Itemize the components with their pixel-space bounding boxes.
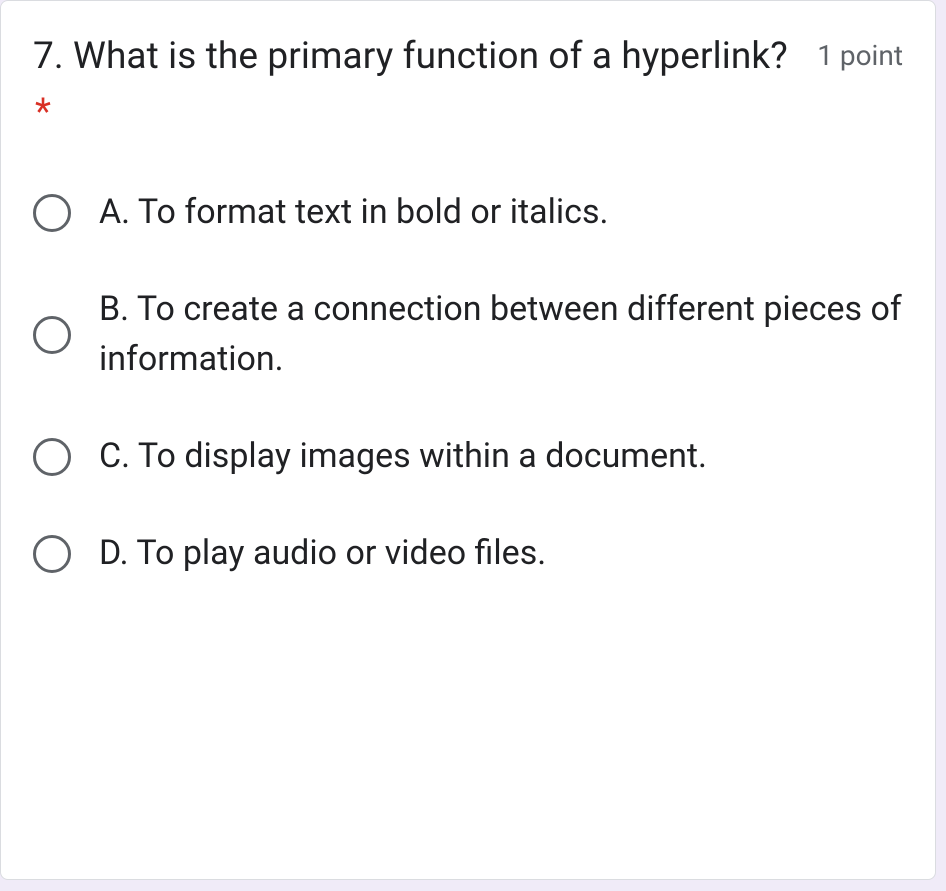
radio-icon[interactable] (33, 438, 71, 476)
option-a[interactable]: A. To format text in bold or italics. (33, 188, 903, 237)
question-title: 7. What is the primary function of a hyp… (33, 29, 801, 140)
question-text: 7. What is the primary function of a hyp… (33, 35, 788, 78)
points-label: 1 point (817, 29, 903, 72)
required-asterisk: * (35, 91, 51, 134)
option-label: D. To play audio or video files. (99, 529, 546, 578)
option-d[interactable]: D. To play audio or video files. (33, 529, 903, 578)
option-label: B. To create a connection between differ… (99, 285, 903, 384)
option-label: A. To format text in bold or italics. (99, 188, 608, 237)
option-label: C. To display images within a document. (99, 432, 707, 481)
option-c[interactable]: C. To display images within a document. (33, 432, 903, 481)
option-b[interactable]: B. To create a connection between differ… (33, 285, 903, 384)
question-card: 7. What is the primary function of a hyp… (0, 0, 936, 880)
radio-icon[interactable] (33, 316, 71, 354)
question-header: 7. What is the primary function of a hyp… (33, 29, 903, 140)
options-list: A. To format text in bold or italics. B.… (33, 188, 903, 578)
radio-icon[interactable] (33, 194, 71, 232)
radio-icon[interactable] (33, 535, 71, 573)
